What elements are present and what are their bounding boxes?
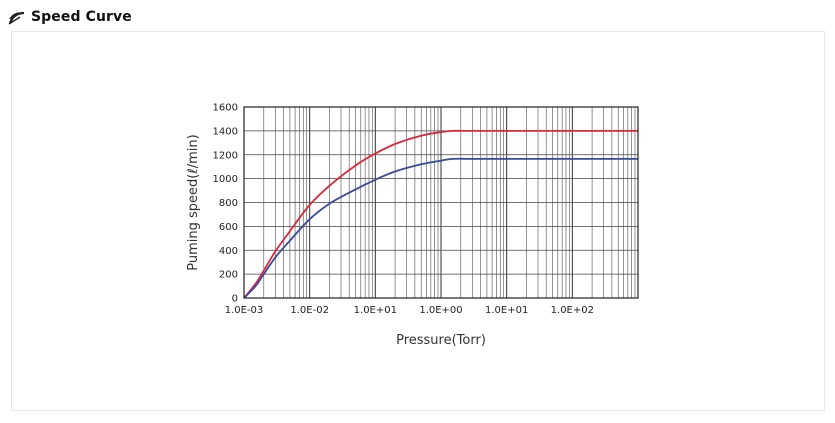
plot-border [243,106,639,299]
chart-grid [243,106,638,299]
x-tick-label: 1.0E-03 [225,305,264,316]
chart-series [243,129,638,299]
series-line-1 [243,129,638,299]
tick-labels: 0 200 400 600 800 1000 1200 1400 1600 1.0E-03 1.0E… [213,103,594,317]
chart-panel [11,31,825,411]
x-tick-label: 1.0E+01 [485,305,528,316]
y-tick-label: 1400 [213,126,238,137]
y-tick-label: 400 [219,246,238,257]
x-tick-label: 1.0E+01 [354,305,397,316]
series-line-2 [243,157,638,299]
section-header: Speed Curve [8,6,132,28]
y-tick-label: 800 [219,198,238,209]
section-title: Speed Curve [31,9,132,25]
y-tick-label: 200 [219,270,238,281]
x-tick-label: 1.0E+00 [419,305,462,316]
x-axis-title: Pressure(Torr) [396,333,486,348]
speed-curve-icon [8,10,26,25]
y-tick-label: 1600 [213,103,238,114]
y-axis-title: Puming speed(ℓ/min) [186,134,201,270]
plot-frame [243,106,639,299]
y-tick-label: 0 [232,294,238,305]
y-tick-label: 1000 [213,174,238,185]
y-tick-label: 1200 [213,150,238,161]
x-tick-label: 1.0E-02 [290,305,329,316]
x-tick-label: 1.0E+02 [551,305,594,316]
y-tick-label: 600 [219,222,238,233]
